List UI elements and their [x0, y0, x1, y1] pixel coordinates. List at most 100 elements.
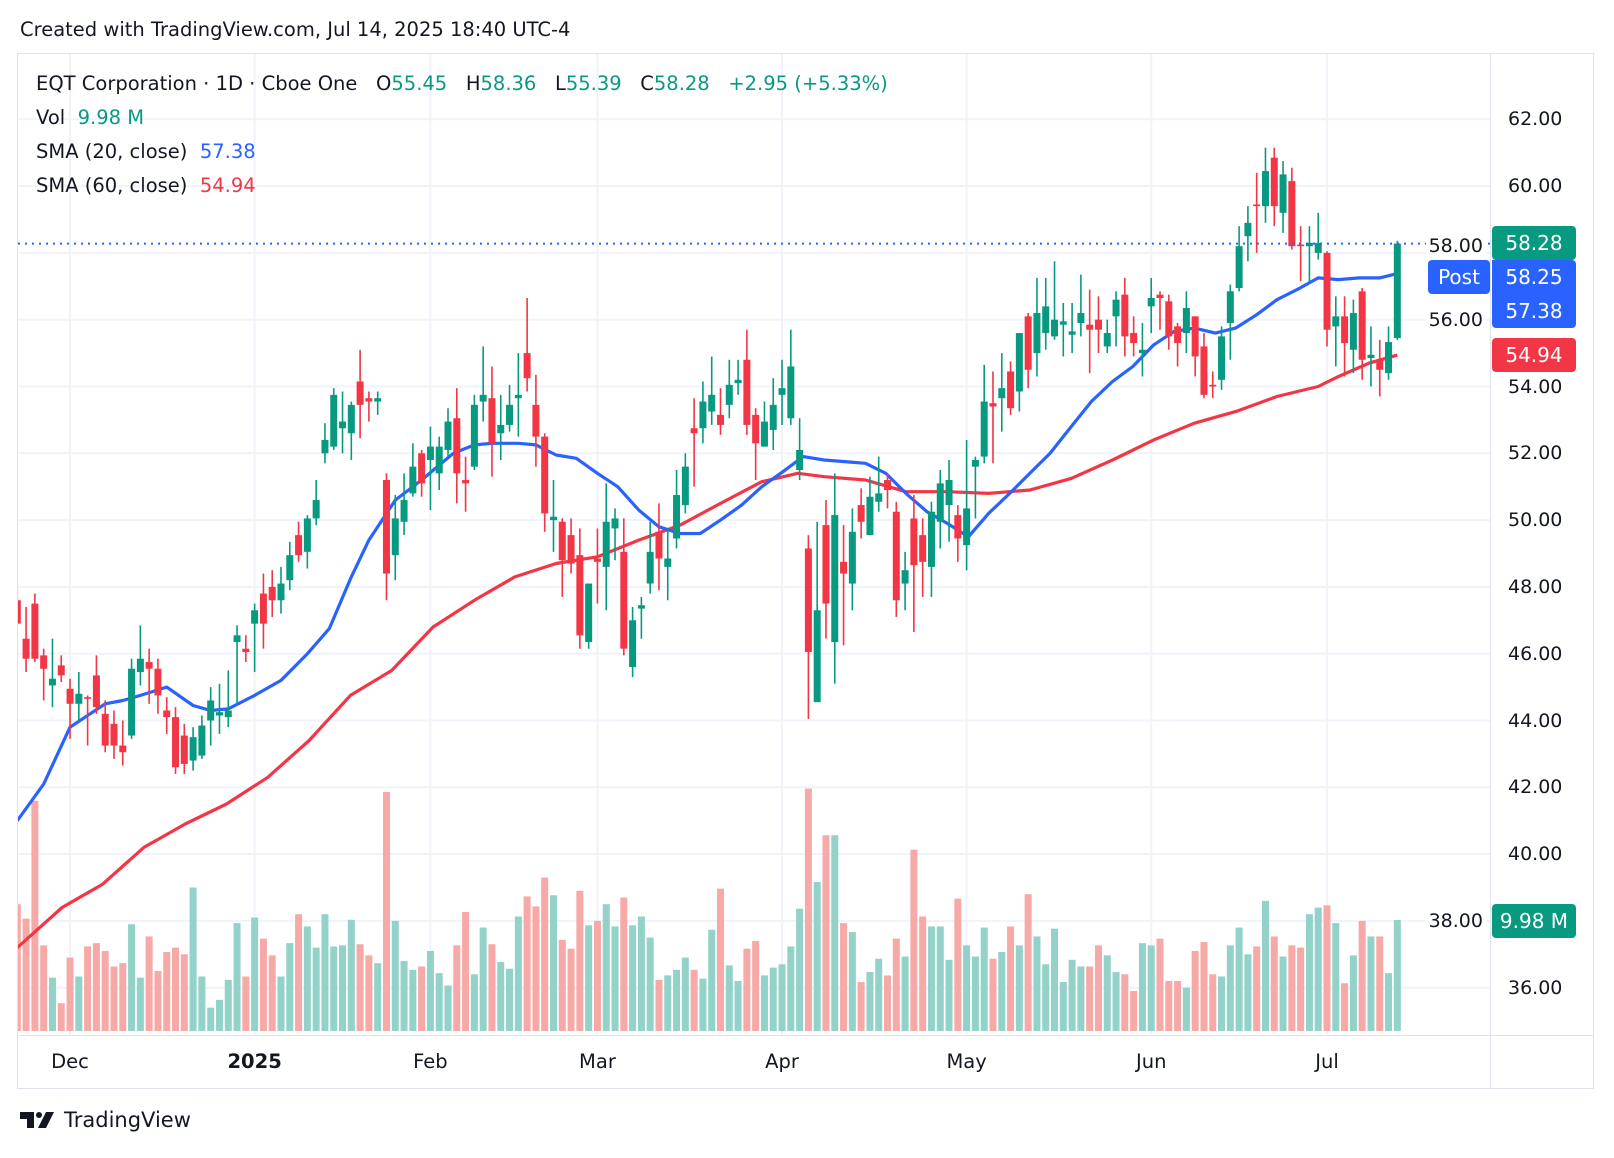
candle-body	[1323, 252, 1331, 330]
candle	[813, 521, 821, 703]
candle-body	[18, 600, 21, 624]
volume-bar	[567, 948, 575, 1031]
candle-body	[277, 583, 285, 601]
candle-body	[673, 495, 681, 539]
volume-bar	[189, 887, 197, 1031]
candle-body	[927, 511, 935, 567]
candle	[470, 394, 478, 470]
candle	[426, 426, 434, 511]
volume-bar	[1051, 928, 1059, 1031]
volume-bar	[506, 968, 514, 1031]
volume-bar	[690, 969, 698, 1031]
volume-bar	[435, 973, 443, 1031]
candle-body	[1015, 333, 1023, 392]
candle	[1015, 333, 1023, 412]
volume-bar	[128, 924, 136, 1031]
candle	[1077, 274, 1085, 337]
volume-bar	[303, 926, 311, 1031]
candle	[1112, 291, 1120, 347]
legend-sma20-row[interactable]: SMA (20, close) 57.38	[36, 140, 256, 163]
sma60-label: SMA (60, close)	[36, 174, 188, 197]
candle-body	[725, 384, 733, 405]
volume-bar	[1253, 946, 1261, 1031]
candle	[400, 473, 408, 536]
volume-bar	[321, 914, 329, 1031]
candle-body	[1174, 326, 1182, 344]
sma60-line	[18, 353, 1398, 949]
symbol-description[interactable]: EQT Corporation · 1D · Cboe One	[36, 72, 358, 95]
high-value: 58.36	[480, 72, 537, 95]
volume-bar	[347, 919, 355, 1031]
candle	[945, 459, 953, 542]
sma20-label: SMA (20, close)	[36, 140, 188, 163]
candle	[409, 443, 417, 497]
candle-body	[1130, 333, 1138, 344]
volume-bar	[1015, 945, 1023, 1031]
volume-bar	[936, 926, 944, 1031]
candle-body	[462, 480, 470, 484]
candle-body	[286, 555, 294, 581]
candle	[1086, 289, 1094, 374]
candle-body	[629, 620, 637, 668]
volume-bar	[330, 946, 338, 1031]
candle-body	[804, 548, 812, 653]
candle-body	[321, 439, 329, 454]
volume-bar	[725, 965, 733, 1031]
candle-body	[435, 446, 443, 474]
candle-body	[1121, 294, 1129, 337]
candle	[145, 648, 153, 704]
volume-bar	[1270, 936, 1278, 1031]
volume-bar	[453, 945, 461, 1031]
candle-body	[1147, 297, 1155, 307]
legend-sma60-row[interactable]: SMA (60, close) 54.94	[36, 174, 256, 197]
volume-bar	[1349, 955, 1357, 1031]
volume-bar	[989, 958, 997, 1031]
candle	[1068, 303, 1076, 354]
volume-bars	[18, 788, 1401, 1031]
candle	[1305, 226, 1313, 282]
volume-bar	[462, 911, 470, 1031]
volume-bar	[1235, 927, 1243, 1031]
candle-body	[585, 583, 593, 643]
candle	[620, 518, 628, 656]
candle	[980, 364, 988, 464]
candle	[804, 535, 812, 719]
volume-bar	[954, 898, 962, 1031]
volume-bar	[1261, 900, 1269, 1031]
candle	[1121, 277, 1129, 357]
volume-bar	[593, 920, 601, 1031]
volume-bar	[1147, 945, 1155, 1031]
volume-bar	[101, 950, 109, 1031]
candle	[760, 401, 768, 447]
volume-bar	[585, 925, 593, 1031]
candle-body	[189, 737, 197, 761]
candle-body	[453, 418, 461, 474]
candle	[681, 453, 689, 514]
candle	[215, 683, 223, 734]
post-market-tag: Post	[1428, 260, 1490, 294]
price-tick-label: 48.00	[1508, 575, 1563, 598]
volume-bar	[418, 966, 426, 1031]
candle	[514, 353, 522, 437]
candle	[1007, 361, 1015, 415]
sma20-value: 57.38	[199, 140, 256, 163]
legend-volume-row[interactable]: Vol 9.98 M	[36, 106, 144, 129]
candle	[418, 449, 426, 497]
tradingview-logo-icon	[20, 1112, 54, 1128]
candle	[892, 501, 900, 617]
candle-body	[66, 688, 74, 704]
candle	[602, 483, 610, 611]
time-tick-label: 2025	[227, 1050, 282, 1073]
candle-body	[48, 678, 56, 686]
tradingview-logo[interactable]: TradingView	[20, 1108, 191, 1132]
candle-body	[1077, 313, 1085, 324]
candle-body	[1332, 316, 1340, 327]
volume-bar	[215, 999, 223, 1031]
volume-bar	[673, 969, 681, 1031]
candle	[18, 586, 21, 624]
price-tick-label: 60.00	[1508, 175, 1563, 198]
volume-bar	[602, 904, 610, 1031]
candle-body	[664, 558, 672, 567]
candle	[1323, 251, 1331, 347]
